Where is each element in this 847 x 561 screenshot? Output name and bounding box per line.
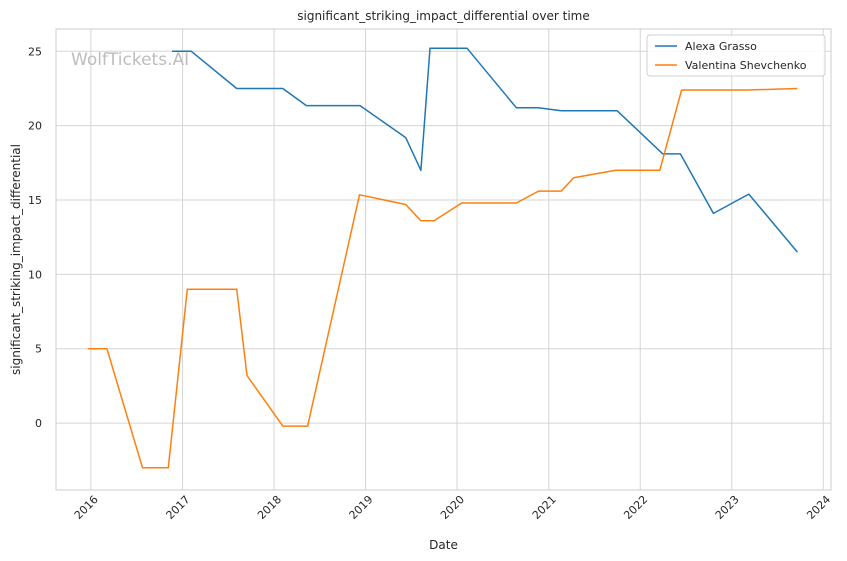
watermark: WolfTickets.AI xyxy=(71,50,189,70)
legend: Alexa Grasso Valentina Shevchenko xyxy=(646,34,826,77)
series-line-2 xyxy=(87,87,798,469)
x-tick-label: 2024 xyxy=(804,493,833,522)
x-tick-label: 2020 xyxy=(438,493,467,522)
legend-box xyxy=(646,34,826,77)
y-tick-label: 10 xyxy=(28,268,42,281)
chart-title: significant_striking_impact_differential… xyxy=(297,9,589,23)
y-tick-label: 20 xyxy=(28,120,42,133)
x-tick-label: 2022 xyxy=(621,493,650,522)
y-axis-label: significant_striking_impact_differential xyxy=(9,144,23,375)
x-tick-label: 2017 xyxy=(164,493,193,522)
series-lines xyxy=(87,47,798,469)
x-tick-labels: 2016 2017 2018 2019 2020 2021 2022 2023 2024 xyxy=(72,493,833,522)
y-tick-label: 15 xyxy=(28,194,42,207)
x-tick-label: 2018 xyxy=(255,493,284,522)
y-tick-labels: 0 5 10 15 20 25 xyxy=(28,45,42,430)
legend-label: Valentina Shevchenko xyxy=(685,59,807,72)
x-tick-label: 2016 xyxy=(72,493,101,522)
x-tick-label: 2019 xyxy=(347,493,376,522)
y-tick-label: 0 xyxy=(35,417,42,430)
grid xyxy=(56,29,831,490)
series-line-1 xyxy=(172,47,798,253)
y-tick-label: 5 xyxy=(35,343,42,356)
x-axis-label: Date xyxy=(429,538,458,552)
plot-area xyxy=(55,28,832,491)
y-tick-label: 25 xyxy=(28,45,42,58)
legend-label: Alexa Grasso xyxy=(685,40,757,53)
x-tick-label: 2021 xyxy=(530,493,559,522)
x-tick-label: 2023 xyxy=(713,493,742,522)
